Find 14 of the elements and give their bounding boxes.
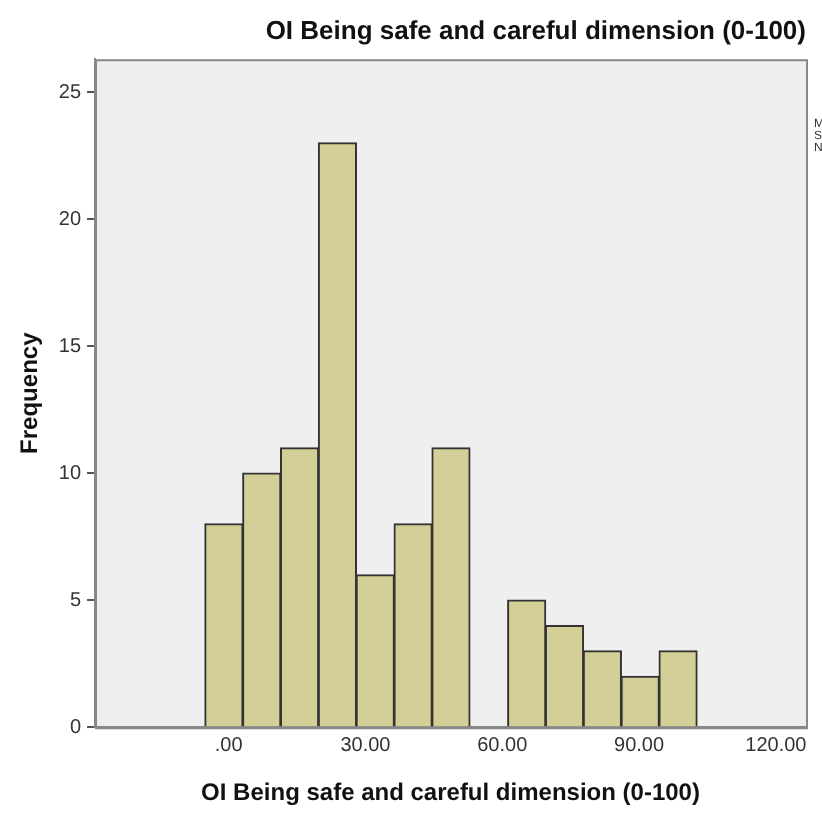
x-tick-label: 30.00 bbox=[340, 734, 392, 757]
x-tick-label: 120.00 bbox=[745, 734, 808, 757]
x-tick-label: .00 bbox=[214, 734, 244, 757]
x-tick-label: 60.00 bbox=[477, 734, 529, 757]
y-tick-label: 5 bbox=[69, 589, 82, 612]
x-tick-label: 90.00 bbox=[614, 734, 665, 757]
y-axis-title: Frequency bbox=[15, 331, 44, 454]
y-tick-label: 25 bbox=[58, 81, 82, 104]
chart-title: OI Being safe and careful dimension (0-100) bbox=[265, 14, 806, 45]
y-tick-label: 0 bbox=[69, 716, 82, 739]
y-tick-label: 15 bbox=[58, 335, 82, 358]
y-tick-label: 10 bbox=[58, 462, 82, 485]
x-axis-title: OI Being safe and careful dimension (0-100) bbox=[201, 778, 700, 807]
y-tick-label: 20 bbox=[58, 208, 82, 231]
